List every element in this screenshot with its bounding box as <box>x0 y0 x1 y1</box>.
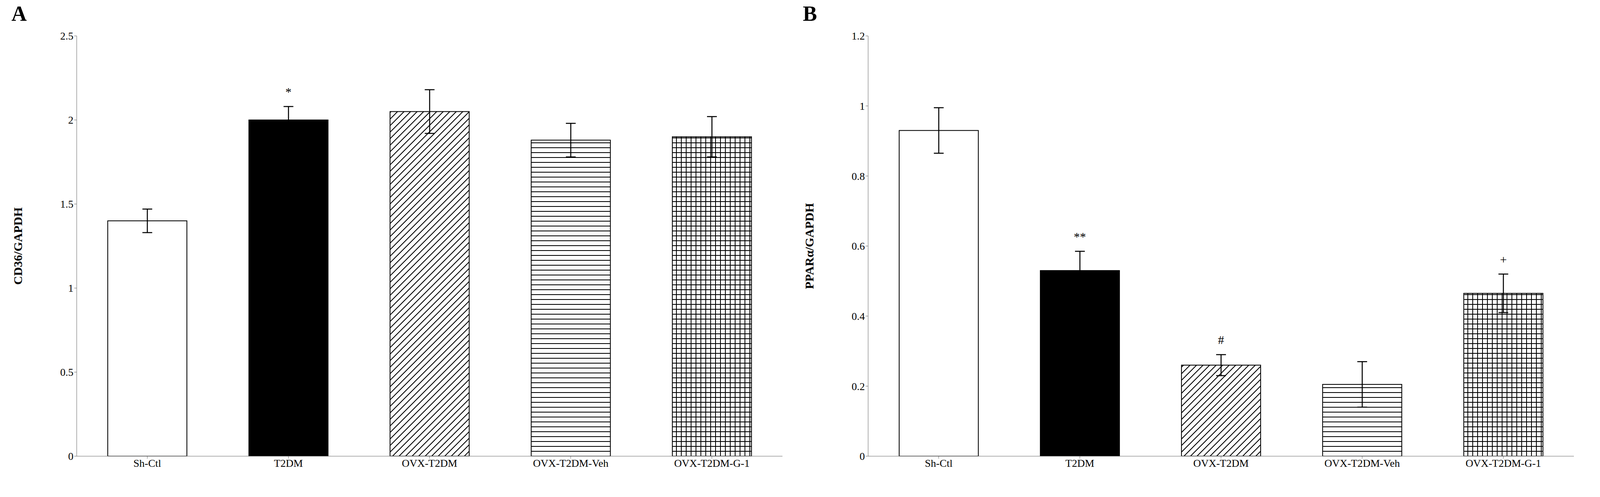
svg-text:2: 2 <box>68 114 74 127</box>
svg-text:2.5: 2.5 <box>60 30 74 43</box>
svg-text:0.4: 0.4 <box>851 310 866 323</box>
svg-text:Sh-Ctl: Sh-Ctl <box>924 457 953 470</box>
svg-text:1: 1 <box>68 282 74 295</box>
html-text:A: A <box>11 2 27 26</box>
svg-text:OVX-T2DM-G-1: OVX-T2DM-G-1 <box>674 457 750 470</box>
svg-text:0: 0 <box>859 450 865 463</box>
svg-text:PPARα/GAPDH: PPARα/GAPDH <box>802 202 816 289</box>
svg-text:+: + <box>1500 252 1507 266</box>
svg-text:0.8: 0.8 <box>851 170 866 183</box>
svg-text:CD36/GAPDH: CD36/GAPDH <box>11 207 25 285</box>
svg-text:0.6: 0.6 <box>851 240 866 253</box>
svg-text:1.5: 1.5 <box>60 198 74 211</box>
svg-text:Sh-Ctl: Sh-Ctl <box>133 457 162 470</box>
svg-text:#: # <box>1218 332 1225 347</box>
svg-text:OVX-T2DM-G-1: OVX-T2DM-G-1 <box>1465 457 1542 470</box>
svg-text:1: 1 <box>859 100 865 113</box>
svg-text:0.2: 0.2 <box>851 380 866 393</box>
svg-text:*: * <box>285 84 292 99</box>
svg-text:0.5: 0.5 <box>60 366 74 379</box>
svg-text:1.2: 1.2 <box>851 30 866 43</box>
svg-text:OVX-T2DM-Veh: OVX-T2DM-Veh <box>533 457 609 470</box>
svg-text:**: ** <box>1073 229 1086 244</box>
svg-text:OVX-T2DM-Veh: OVX-T2DM-Veh <box>1324 457 1401 470</box>
svg-text:OVX-T2DM: OVX-T2DM <box>1193 457 1249 470</box>
svg-text:T2DM: T2DM <box>274 457 304 470</box>
svg-text:0: 0 <box>68 450 74 463</box>
html-text:B: B <box>802 2 818 26</box>
svg-text:T2DM: T2DM <box>1065 457 1095 470</box>
svg-text:OVX-T2DM: OVX-T2DM <box>401 457 458 470</box>
